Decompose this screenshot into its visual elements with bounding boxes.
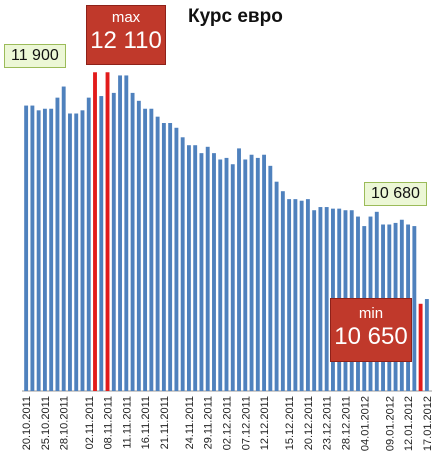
bar	[118, 75, 122, 391]
x-tick-label: 21.11.2011	[159, 396, 171, 449]
x-tick-label: 11.11.2011	[121, 396, 133, 449]
x-tick-labels: 20.10.2011 25.10.2011 28.10.2011 02.11.2011…	[21, 396, 434, 451]
bar	[268, 165, 273, 391]
bar	[305, 199, 310, 391]
x-tick-label: 09.01.2012	[384, 396, 396, 451]
bar	[224, 157, 229, 391]
bar	[80, 110, 85, 391]
x-tick-label: 28.12.2011	[340, 396, 352, 450]
min-value: 10 650	[334, 323, 408, 350]
bar-highlight	[93, 72, 97, 392]
bar-highlight	[418, 303, 423, 391]
bar	[255, 157, 260, 391]
x-tick-label: 17.01.2012	[422, 396, 434, 451]
bar	[49, 108, 54, 392]
bar	[155, 116, 160, 392]
bar	[68, 113, 72, 391]
bar	[287, 199, 292, 391]
bar	[293, 199, 298, 391]
bar	[55, 97, 60, 391]
bar	[74, 113, 79, 391]
x-tick-label: 25.10.2011	[40, 396, 52, 450]
x-tick-label: 20.12.2011	[303, 396, 315, 450]
bar	[143, 108, 148, 392]
bar	[280, 191, 285, 391]
bar	[174, 127, 179, 392]
x-tick-label: 08.11.2011	[103, 396, 115, 449]
x-tick-label: 07.12.2011	[240, 396, 252, 450]
bar	[42, 108, 47, 392]
bar	[218, 159, 223, 391]
bar	[318, 207, 323, 391]
min-label: min	[358, 305, 384, 322]
bar	[243, 159, 248, 391]
bar	[299, 200, 304, 391]
bar	[168, 123, 173, 391]
max-label: max	[111, 9, 141, 26]
bar	[193, 145, 198, 391]
x-tick-label: 16.11.2011	[140, 396, 152, 449]
x-tick-label: 23.12.2011	[322, 396, 334, 450]
x-tick-label: 04.01.2012	[359, 396, 371, 451]
bar	[36, 110, 41, 391]
bar	[212, 153, 216, 391]
bar	[186, 145, 191, 391]
bar	[136, 100, 141, 391]
bar	[130, 92, 135, 391]
x-tick-label: 28.10.2011	[59, 396, 71, 450]
x-tick-label: 20.10.2011	[21, 396, 33, 450]
bar	[124, 75, 129, 391]
bar	[30, 105, 35, 391]
bar	[262, 154, 267, 391]
bar	[86, 97, 91, 391]
bar	[111, 92, 116, 391]
bar	[199, 153, 204, 391]
bar	[424, 299, 429, 391]
x-tick-label: 02.12.2011	[222, 396, 234, 450]
bar	[149, 108, 154, 392]
bar	[61, 86, 66, 391]
bar	[324, 207, 329, 391]
bar	[274, 181, 279, 391]
chart-title: Курс евро	[188, 6, 283, 27]
bar	[161, 123, 166, 391]
bar	[205, 146, 210, 391]
x-tick-label: 02.11.2011	[84, 396, 96, 449]
bar	[230, 164, 235, 391]
x-tick-label: 29.11.2011	[203, 396, 215, 449]
bar-highlight	[105, 72, 110, 392]
max-value: 12 110	[90, 27, 162, 54]
bar	[249, 154, 254, 391]
bar	[412, 226, 417, 391]
bar	[24, 105, 29, 391]
start-value-callout: 11 900	[4, 44, 66, 68]
bar	[180, 137, 185, 391]
bar	[99, 96, 104, 391]
bar	[312, 210, 317, 391]
x-tick-label: 12.12.2011	[259, 396, 271, 450]
x-tick-label: 15.12.2011	[284, 396, 296, 450]
min-callout: min 10 650	[330, 298, 412, 362]
x-tick-label: 24.11.2011	[184, 396, 196, 449]
end-value-callout: 10 680	[364, 182, 427, 206]
max-callout: max 12 110	[86, 5, 166, 65]
x-tick-label: 12.01.2012	[403, 396, 415, 451]
bar	[237, 148, 241, 391]
